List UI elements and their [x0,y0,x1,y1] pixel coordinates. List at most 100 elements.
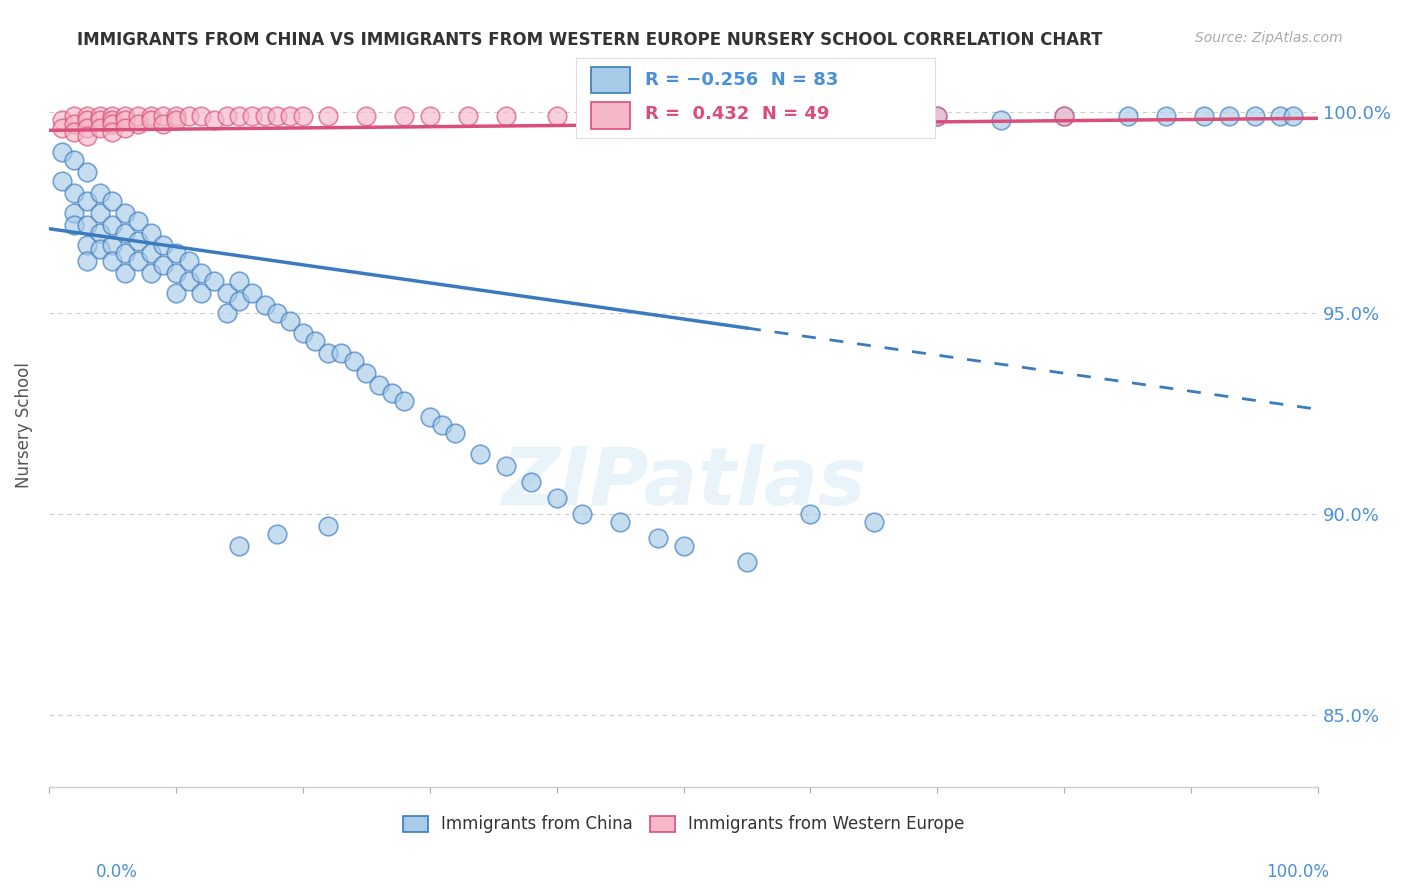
Point [177,109,200,123]
Point [368,378,391,392]
Point [127,117,149,131]
FancyBboxPatch shape [591,103,630,128]
Point [291,326,314,340]
Point [101,113,124,128]
Point [89,109,111,123]
Point [1218,109,1240,123]
Point [329,346,352,360]
Point [356,366,378,380]
Point [63,153,86,168]
Point [114,109,136,123]
Point [89,121,111,136]
Point [190,285,212,300]
Point [291,109,314,123]
Point [152,117,174,131]
Point [76,113,98,128]
Point [609,515,631,529]
Point [139,109,162,123]
Point [316,518,339,533]
Point [697,109,720,123]
Point [444,426,467,441]
Point [356,109,378,123]
Text: R =  0.432  N = 49: R = 0.432 N = 49 [644,105,830,123]
Text: 100.0%: 100.0% [1265,863,1329,881]
Text: Source: ZipAtlas.com: Source: ZipAtlas.com [1195,31,1343,45]
Point [63,117,86,131]
Point [735,555,758,569]
Point [51,173,73,187]
Point [240,109,263,123]
Point [101,125,124,139]
Point [799,507,821,521]
Point [89,186,111,200]
Point [647,531,669,545]
Point [342,354,364,368]
Point [51,113,73,128]
Point [520,475,543,489]
Point [101,253,124,268]
Point [266,526,288,541]
Point [76,121,98,136]
Point [316,109,339,123]
Point [546,109,568,123]
Point [1053,109,1076,123]
Point [1281,109,1303,123]
Legend: Immigrants from China, Immigrants from Western Europe: Immigrants from China, Immigrants from W… [396,808,972,840]
Point [927,109,949,123]
Point [228,293,250,308]
Point [114,245,136,260]
Point [76,237,98,252]
Point [89,113,111,128]
Point [1243,109,1265,123]
Text: ZIPatlas: ZIPatlas [501,444,866,522]
Point [621,109,644,123]
Point [89,226,111,240]
Point [215,109,238,123]
Point [63,125,86,139]
Point [253,109,276,123]
Point [546,491,568,505]
Point [215,306,238,320]
Point [240,285,263,300]
Point [114,226,136,240]
Point [266,306,288,320]
Point [1192,109,1215,123]
Point [990,113,1012,128]
Point [152,258,174,272]
Point [114,121,136,136]
Point [165,109,187,123]
Point [76,129,98,144]
Point [381,386,404,401]
Point [165,285,187,300]
Point [266,109,288,123]
Point [89,205,111,219]
Point [177,253,200,268]
Point [165,266,187,280]
Point [63,218,86,232]
Point [394,109,416,123]
Point [571,507,593,521]
Point [1116,109,1139,123]
Point [672,539,695,553]
Point [76,194,98,208]
Point [101,237,124,252]
Point [215,285,238,300]
Point [1154,109,1177,123]
Point [165,113,187,128]
Point [432,418,454,433]
Point [278,109,301,123]
Point [63,109,86,123]
Point [863,515,886,529]
Text: R = −0.256  N = 83: R = −0.256 N = 83 [644,71,838,89]
Point [76,253,98,268]
Point [76,218,98,232]
Point [253,298,276,312]
Point [101,194,124,208]
Point [202,274,225,288]
Point [139,245,162,260]
Point [127,213,149,227]
Point [89,242,111,256]
Point [470,446,492,460]
Point [76,165,98,179]
Point [419,410,441,425]
